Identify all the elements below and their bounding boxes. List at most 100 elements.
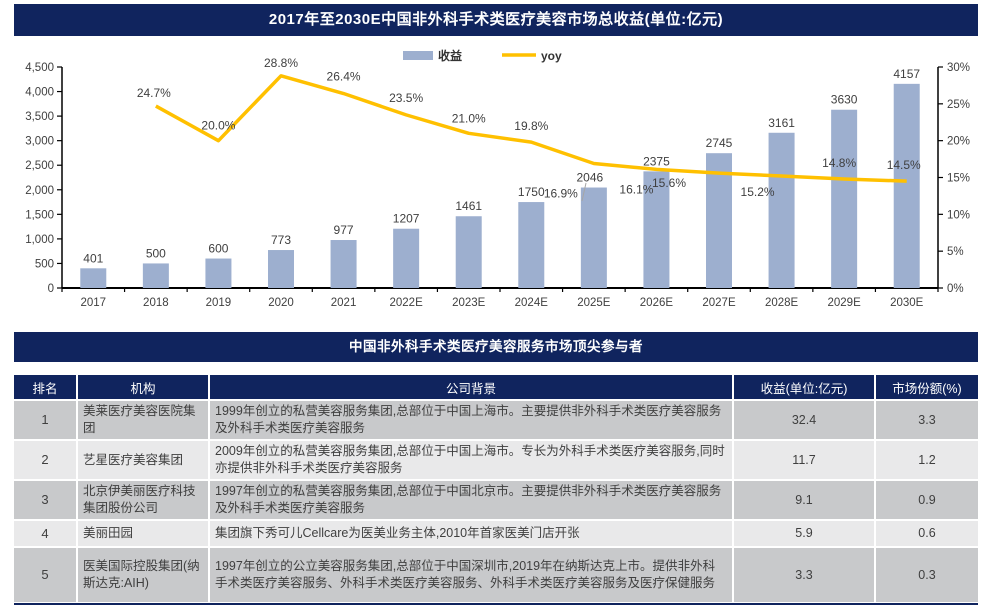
bar-value-label: 1207 (393, 212, 420, 226)
table-cell-background: 1997年创立的私营美容服务集团,总部位于中国北京市。主要提供非外科手术类医疗美… (210, 481, 732, 519)
x-axis-category-label: 2024E (515, 297, 549, 309)
x-axis-category-label: 2017 (80, 297, 106, 309)
revenue-bar (643, 171, 670, 288)
x-axis-category-label: 2021 (331, 297, 357, 309)
participants-table: 排名 机构 公司背景 收益(单位:亿元) 市场份额(%) 1 美莱医疗美容医院集团 1999年… (14, 375, 978, 605)
bar-value-label: 2745 (706, 136, 733, 150)
table-header-cell-3: 收益(单位:亿元) (734, 375, 874, 399)
table-header-cell-2: 公司背景 (210, 375, 732, 399)
right-axis-tick-label: 0% (947, 283, 964, 295)
yoy-value-label: 15.2% (741, 185, 775, 199)
table-header-cell-4: 市场份额(%) (876, 375, 978, 399)
table-cell-revenue: 5.9 (734, 521, 874, 546)
left-axis-tick-label: 2,000 (25, 185, 54, 197)
table-cell-rank: 1 (14, 401, 76, 439)
yoy-value-label: 24.7% (137, 86, 171, 100)
table-cell-revenue: 11.7 (734, 441, 874, 479)
right-axis-tick-label: 25% (947, 99, 970, 111)
table-cell-background: 2009年创立的私营美容服务集团,总部位于中国上海市。专长为外科手术类医疗美容服… (210, 441, 732, 479)
left-axis-tick-label: 1,500 (25, 209, 54, 221)
bar-value-label: 773 (271, 233, 291, 247)
left-axis-tick-label: 0 (48, 283, 54, 295)
revenue-bar (455, 216, 482, 288)
bar-value-label: 4157 (893, 67, 920, 81)
yoy-value-label: 19.8% (514, 119, 548, 133)
revenue-bar (518, 202, 545, 288)
yoy-value-label: 16.9% (544, 187, 578, 201)
table-cell-revenue: 3.3 (734, 548, 874, 602)
x-axis-category-label: 2023E (452, 297, 486, 309)
bar-value-label: 600 (208, 242, 228, 256)
right-axis-tick-label: 5% (947, 246, 964, 258)
left-axis-tick-label: 500 (35, 258, 54, 270)
left-axis-tick-label: 1,000 (25, 234, 54, 246)
bar-value-label: 3630 (831, 93, 858, 107)
x-axis-category-label: 2027E (702, 297, 736, 309)
revenue-bar (768, 132, 795, 288)
x-axis-category-label: 2026E (640, 297, 674, 309)
yoy-value-label: 21.0% (452, 111, 486, 125)
revenue-bar (142, 263, 169, 288)
bar-label-leader-line (581, 182, 587, 202)
yoy-value-label: 14.5% (887, 158, 921, 172)
table-cell-org: 北京伊美丽医疗科技集团股份公司 (78, 481, 208, 519)
bar-value-label: 1750 (518, 185, 545, 199)
yoy-value-label: 15.6% (652, 176, 686, 190)
bar-value-label: 401 (83, 251, 103, 265)
chart-title: 2017年至2030E中国非外科手术类医疗美容市场总收益(单位:亿元) (14, 4, 978, 36)
yoy-line (155, 74, 907, 183)
x-axis-category-label: 2018 (143, 297, 169, 309)
x-axis-category-label: 2029E (828, 297, 862, 309)
table-title: 中国非外科手术类医疗美容服务市场顶尖参与者 (14, 332, 978, 362)
table-cell-background: 1997年创立的公立美容服务集团,总部位于中国深圳市,2019年在纳斯达克上市。… (210, 548, 732, 602)
x-axis-category-label: 2020 (268, 297, 294, 309)
left-axis-tick-label: 2,500 (25, 160, 54, 172)
table-cell-rank: 2 (14, 441, 76, 479)
yoy-value-label: 14.8% (822, 156, 856, 170)
x-axis-category-label: 2030E (890, 297, 924, 309)
table-cell-revenue: 9.1 (734, 481, 874, 519)
left-axis-tick-label: 3,000 (25, 136, 54, 148)
revenue-bar (893, 83, 920, 288)
right-axis-tick-label: 20% (947, 136, 970, 148)
left-axis-tick-label: 4,000 (25, 87, 54, 99)
table-cell-background: 集团旗下秀可儿Cellcare为医美业务主体,2010年首家医美门店开张 (210, 521, 732, 546)
table-cell-org: 美丽田园 (78, 521, 208, 546)
revenue-bar (205, 258, 232, 288)
right-axis-tick-label: 15% (947, 173, 970, 185)
yoy-value-label: 20.0% (201, 119, 235, 133)
bar-value-label: 500 (146, 246, 166, 260)
revenue-bar (706, 153, 732, 288)
revenue-bar (80, 268, 107, 288)
x-axis-category-label: 2019 (206, 297, 232, 309)
bar-value-label: 1461 (455, 199, 482, 213)
x-axis-category-label: 2028E (765, 297, 799, 309)
x-axis-category-label: 2022E (390, 297, 424, 309)
table-cell-share: 0.6 (876, 521, 978, 546)
revenue-bar (580, 187, 607, 288)
right-axis-tick-label: 10% (947, 209, 970, 221)
x-axis-category-label: 2025E (577, 297, 611, 309)
revenue-bar (831, 109, 858, 288)
bar-value-label: 2046 (577, 171, 604, 185)
table-header-cell-0: 排名 (14, 375, 76, 399)
table-cell-rank: 4 (14, 521, 76, 546)
bar-value-label: 977 (334, 223, 354, 237)
left-axis-tick-label: 3,500 (25, 111, 54, 123)
table-cell-share: 3.3 (876, 401, 978, 439)
legend-yoy-label: yoy (541, 49, 562, 63)
table-cell-share: 1.2 (876, 441, 978, 479)
table-cell-org: 艺星医疗美容集团 (78, 441, 208, 479)
table-cell-org: 医美国际控股集团(纳斯达克:AIH) (78, 548, 208, 602)
revenue-bar (268, 250, 294, 288)
legend-revenue-label: 收益 (438, 48, 462, 63)
left-axis-tick-label: 4,500 (25, 62, 54, 74)
legend-revenue-swatch (403, 51, 433, 60)
table-header-cell-1: 机构 (78, 375, 208, 399)
table-cell-share: 0.3 (876, 548, 978, 602)
table-cell-revenue: 32.4 (734, 401, 874, 439)
revenue-bar (393, 228, 420, 288)
revenue-yoy-combo-chart: 0 500 1,000 1,500 2,000 2,500 3,000 3,500 4,000 4… (25, 48, 970, 309)
table-cell-org: 美莱医疗美容医院集团 (78, 401, 208, 439)
